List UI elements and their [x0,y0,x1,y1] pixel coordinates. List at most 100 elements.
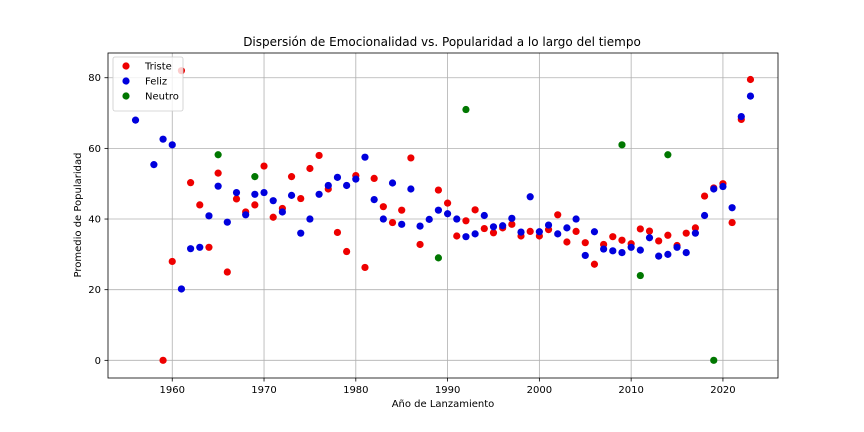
point-triste [590,260,599,268]
point-feliz [728,204,736,212]
point-feliz [453,215,461,223]
point-feliz [572,215,580,223]
point-feliz [737,112,745,121]
point-triste [196,201,204,209]
point-triste [306,164,314,173]
point-triste [453,232,461,240]
point-triste [297,194,305,203]
point-feliz [544,221,553,229]
point-feliz [434,206,443,214]
legend-marker-triste [122,62,130,70]
y-tick-label: 80 [88,73,101,84]
point-feliz [407,185,415,193]
point-feliz [673,243,681,251]
point-triste [343,247,351,256]
grid [108,53,778,378]
point-feliz [719,182,727,191]
point-neutro [462,105,470,114]
point-feliz [526,193,534,201]
point-feliz [333,173,342,181]
x-tick-label: 1960 [160,385,185,396]
point-triste [260,162,268,170]
point-feliz [232,188,241,197]
point-feliz [260,188,268,197]
point-feliz [177,285,186,293]
legend-box [112,56,184,112]
point-triste [636,225,644,233]
point-feliz [388,179,397,187]
data-points [131,67,755,364]
y-tick-label: 0 [95,356,101,367]
point-triste [572,227,580,235]
point-triste [480,224,488,233]
point-feliz [315,190,323,198]
point-feliz [168,141,176,149]
point-feliz [416,222,424,230]
point-triste [682,229,690,237]
point-triste [232,195,241,203]
legend-marker-neutro [122,92,130,100]
point-feliz [370,196,378,204]
point-feliz [352,175,360,183]
x-tick-label: 1990 [435,385,460,396]
point-triste [434,186,443,194]
point-feliz [682,248,690,257]
point-feliz [242,211,250,219]
point-triste [655,237,663,245]
point-triste [645,227,654,235]
point-triste [462,217,470,225]
point-triste [416,240,424,249]
point-feliz [343,181,351,190]
point-feliz [196,243,204,251]
x-tick-label: 2000 [527,385,552,396]
point-feliz [398,220,406,228]
point-feliz [636,246,644,254]
point-triste [361,263,369,272]
x-tick-label: 1980 [343,385,368,396]
point-feliz [462,233,470,241]
point-feliz [361,153,369,161]
point-feliz [499,222,507,230]
point-feliz [710,185,718,193]
point-feliz [691,229,699,237]
point-triste [398,206,406,214]
point-triste [471,206,479,214]
point-feliz [278,208,286,216]
point-feliz [563,224,571,232]
point-triste [443,199,452,207]
point-feliz [471,230,479,238]
point-triste [388,218,397,227]
point-feliz [627,243,635,251]
point-neutro [636,271,644,280]
point-triste [333,228,342,237]
point-triste [700,192,709,200]
x-tick-label: 1970 [251,385,276,396]
point-triste [563,238,571,246]
point-feliz [581,251,589,260]
point-feliz [443,210,452,218]
point-feliz [205,212,213,220]
point-feliz [251,190,259,198]
point-feliz [187,245,195,253]
legend-label-feliz: Feliz [145,77,167,88]
point-triste [609,233,617,241]
legend-label-neutro: Neutro [145,92,179,103]
point-triste [379,203,387,211]
x-tick-label: 2020 [710,385,735,396]
point-triste [159,356,167,364]
axis-ticks: 1960 1970 1980 1990 2000 2010 2020 0 20 40 60 80 [88,73,735,396]
y-tick-label: 20 [88,285,101,296]
point-feliz [645,234,654,242]
point-feliz [489,223,498,231]
point-feliz [379,215,387,223]
chart-title: Dispersión de Emocionalidad vs. Populari… [243,35,641,49]
point-triste [407,154,415,162]
point-triste [315,151,323,160]
point-feliz [508,214,516,222]
point-feliz [618,248,626,257]
point-triste [205,243,213,251]
point-neutro [434,254,443,262]
point-feliz [214,182,222,190]
plot-frame [107,52,779,379]
